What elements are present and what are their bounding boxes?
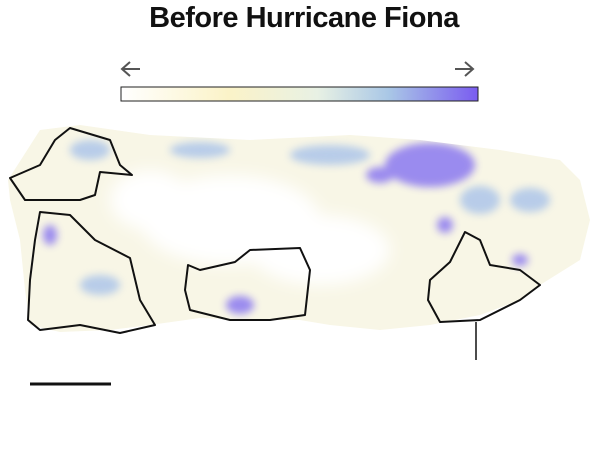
arrow-left — [120, 61, 140, 77]
region-outlines — [9, 127, 541, 334]
island — [8, 125, 590, 332]
title: Before Hurricane Fiona — [149, 2, 459, 34]
arrow-right — [455, 61, 475, 77]
color-scale — [120, 86, 479, 102]
